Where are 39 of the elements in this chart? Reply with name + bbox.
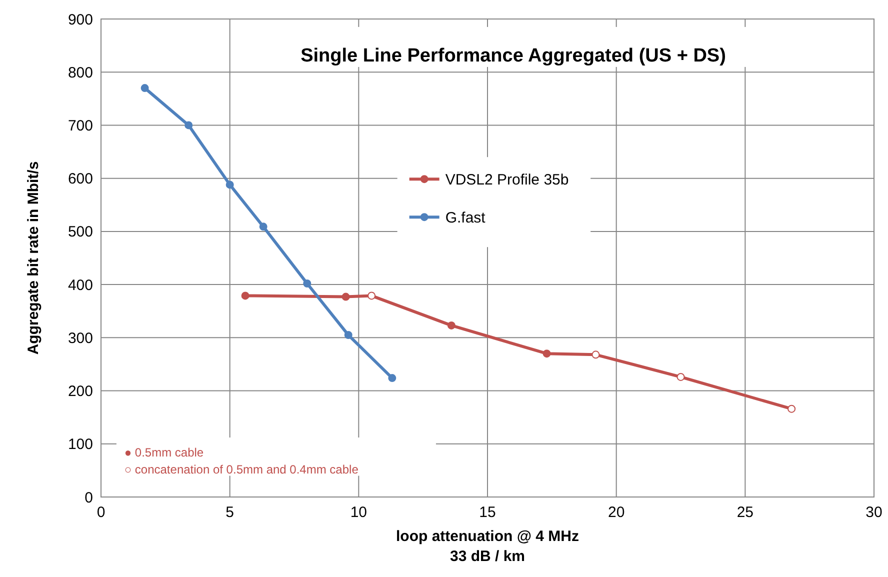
point — [140, 84, 149, 92]
x-tick-label: 30 — [866, 504, 882, 521]
x-tick-label: 0 — [96, 504, 106, 521]
y-tick-label: 500 — [68, 224, 93, 241]
x-tick-label: 5 — [226, 504, 234, 521]
y-tick-label: 300 — [68, 330, 93, 347]
annotation: ○ concatenation of 0.5mm and 0.4mm cable — [124, 462, 359, 477]
x-tick-label: 20 — [608, 504, 625, 521]
point — [368, 292, 376, 300]
point — [344, 331, 352, 340]
y-tick-label: 200 — [68, 383, 93, 400]
annotation: ● 0.5mm cable — [124, 446, 204, 460]
x-tick-label: 10 — [350, 504, 368, 521]
x-tick-label: 15 — [479, 504, 496, 521]
text: Single Line Performance Aggregated (US + DS) — [300, 45, 726, 66]
point — [788, 404, 796, 413]
y-tick-label: 700 — [68, 117, 93, 134]
y-tick-label: 100 — [68, 436, 93, 454]
point — [184, 121, 193, 130]
y-tick-label: 400 — [68, 276, 93, 294]
point — [303, 279, 312, 288]
point — [676, 372, 685, 381]
point — [447, 321, 456, 330]
y-tick-label: 800 — [68, 64, 93, 82]
legend-label: G.fast — [445, 209, 486, 226]
point — [542, 350, 551, 358]
point — [592, 350, 600, 359]
x-axis-title: loop attenuation @ 4 MHz 33 dB / km — [396, 528, 579, 565]
legend-label: VDSL2 Profile 35b — [445, 171, 569, 188]
point — [226, 180, 234, 189]
y-tick-label: 0 — [84, 489, 93, 506]
point — [259, 222, 268, 231]
y-axis-title: Aggregate bit rate in Mbit/s — [25, 161, 42, 355]
point — [388, 374, 396, 382]
y-tick-label: 900 — [68, 11, 93, 28]
x-tick-label: 25 — [736, 504, 754, 521]
y-tick-label: 600 — [68, 170, 93, 188]
point — [241, 292, 250, 300]
point — [342, 292, 350, 301]
